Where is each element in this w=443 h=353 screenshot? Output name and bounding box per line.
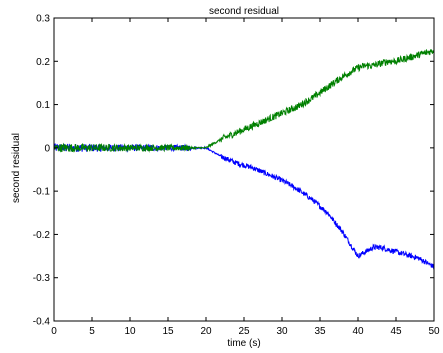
x-tick-label: 10: [124, 326, 136, 337]
ticks-layer: 0 5 10 15 20 25 30 35 40 45 50 -0.4 -0.3 -0.2 -0.1 0 0.1…: [33, 14, 440, 338]
chart-title: second residual: [209, 6, 279, 17]
y-tick-label: 0.3: [36, 14, 50, 25]
x-tick-label: 5: [89, 326, 95, 337]
x-axis-title: time (s): [227, 338, 260, 349]
series-line-green: [53, 48, 435, 153]
y-tick-label: 0.2: [36, 57, 50, 68]
x-tick-label: 30: [276, 326, 288, 337]
y-tick-label: -0.1: [33, 187, 51, 198]
y-tick-label: -0.3: [33, 273, 51, 284]
y-tick-label: -0.2: [33, 230, 51, 241]
y-axis-title: second residual: [11, 133, 22, 203]
x-tick-label: 15: [162, 326, 174, 337]
y-tick-label: 0: [44, 143, 50, 154]
x-tick-label: 40: [352, 326, 364, 337]
x-tick-label: 25: [238, 326, 250, 337]
y-tick-label: -0.4: [33, 317, 51, 328]
series-line-blue: [53, 143, 435, 270]
x-tick-label: 0: [51, 326, 57, 337]
plot-frame: [53, 17, 435, 322]
x-tick-label: 45: [390, 326, 402, 337]
x-tick-label: 35: [314, 326, 326, 337]
x-tick-label: 50: [428, 326, 440, 337]
y-tick-label: 0.1: [36, 100, 50, 111]
series-layer: [53, 48, 435, 270]
x-tick-label: 20: [200, 326, 212, 337]
